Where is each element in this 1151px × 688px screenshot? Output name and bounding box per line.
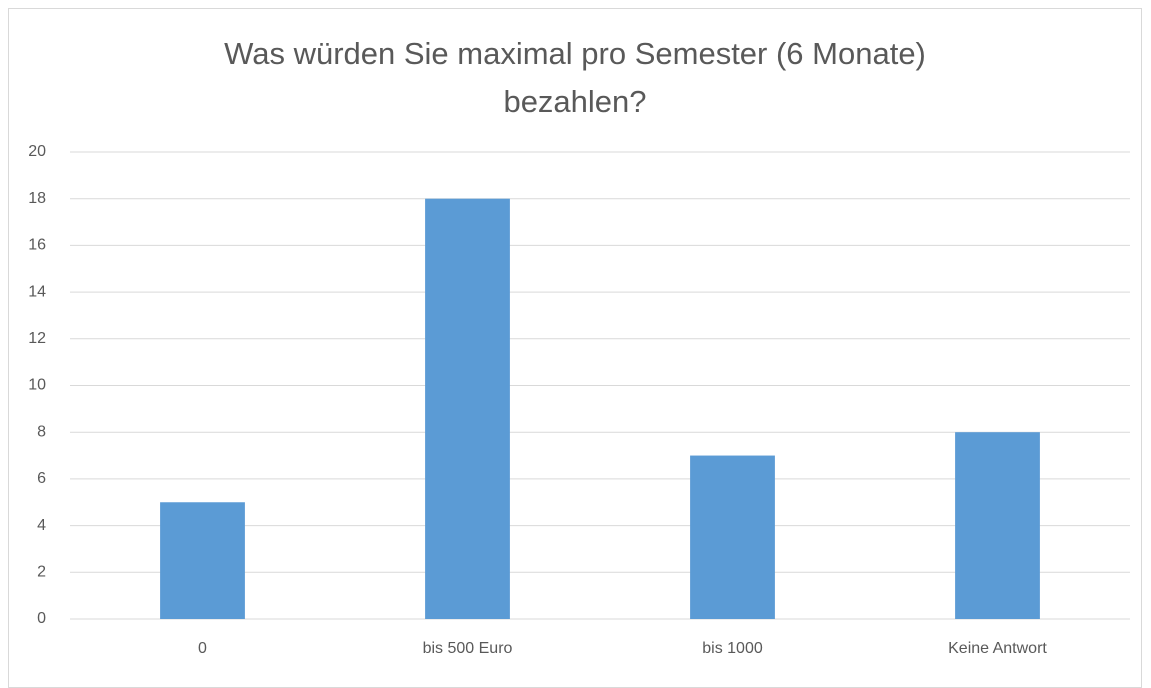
y-tick-label: 6 [37,470,46,487]
bar [690,455,775,619]
y-tick-label: 12 [28,330,46,347]
chart: 0 2 4 6 8 10 12 14 16 18 20 0 bis 500 Euro bis 1000 Ke… [28,143,1130,657]
y-tick-label: 16 [28,237,46,254]
y-tick-label: 4 [37,517,46,534]
x-tick-label: Keine Antwort [948,640,1047,657]
x-tick-label: 0 [198,640,207,657]
bar [425,198,510,619]
y-tick-label: 20 [28,143,46,160]
chart-title: Was würden Sie maximal pro Semester (6 M… [224,36,926,119]
y-tick-label: 10 [28,377,46,394]
y-tick-label: 18 [28,190,46,207]
x-tick-label: bis 500 Euro [423,640,513,657]
y-tick-label: 8 [37,423,46,440]
y-tick-label: 0 [37,610,46,627]
y-tick-label: 14 [28,283,46,300]
y-tick-label: 2 [37,564,46,581]
bar [160,502,245,619]
page: {"chart_data": {"type": "bar", "title": … [8,8,1142,688]
x-tick-label: bis 1000 [702,640,763,657]
bar [955,432,1040,619]
